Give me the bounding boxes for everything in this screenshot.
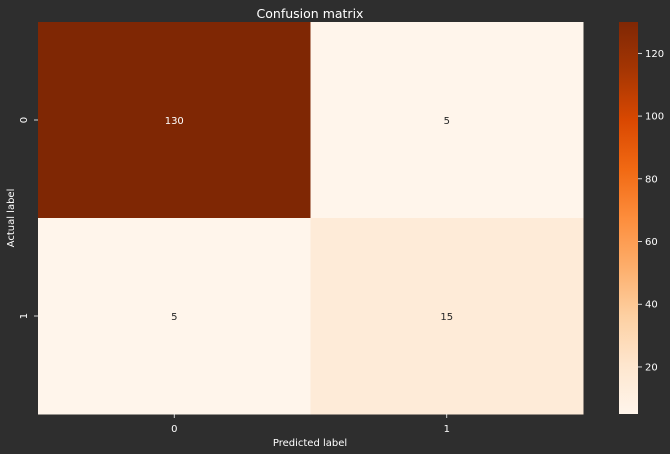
chart-title: Confusion matrix [257,6,364,21]
heatmap-cells [38,22,584,415]
colorbar-tick-label-1: 40 [645,300,658,311]
x-tick-label-1: 1 [444,424,450,435]
heatmap-cell-0-0 [38,22,311,219]
cell-value-label-0-1: 5 [444,116,450,127]
x-axis-label: Predicted label [273,438,347,449]
cell-value-label-1-1: 15 [440,312,453,323]
colorbar-tick-label-3: 80 [645,174,658,185]
heatmap-cell-1-0 [38,218,311,415]
heatmap-cell-1-1 [310,218,584,415]
cell-value-label-1-0: 5 [171,312,177,323]
y-tick-label-0: 0 [19,117,30,123]
x-tick-label-0: 0 [171,424,177,435]
y-axis-label: Actual label [6,189,17,248]
colorbar-tick-label-0: 20 [645,362,658,373]
y-tick-label-1: 1 [19,313,30,319]
colorbar-tick-label-4: 100 [645,112,664,123]
colorbar-tick-label-5: 120 [645,49,664,60]
cell-value-label-0-0: 130 [165,116,184,127]
colorbar [619,22,638,414]
colorbar-tick-label-2: 60 [645,237,658,248]
colorbar-ticks: 20 40 60 80 100 120 [638,49,664,373]
heatmap-cell-labels: 130 5 5 15 [165,116,453,323]
heatmap-cell-0-1 [310,22,584,219]
y-axis-ticks: 01 [19,117,38,319]
